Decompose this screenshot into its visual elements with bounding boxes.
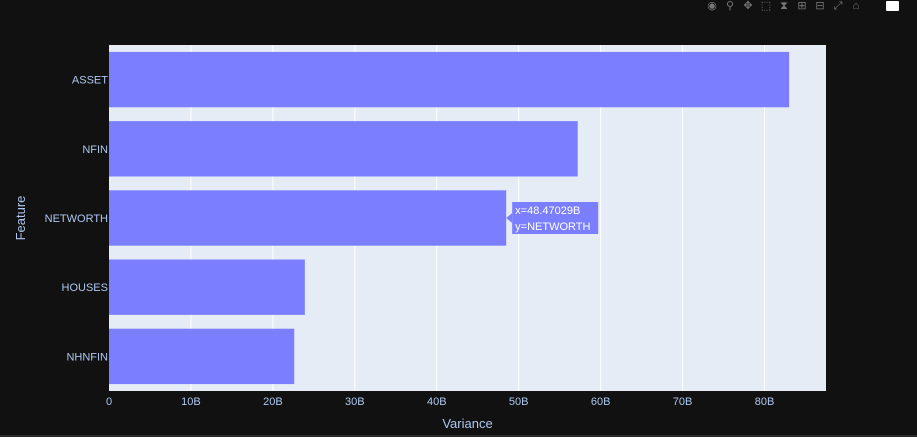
bar-houses[interactable] [109, 259, 305, 315]
y-tick-label: HOUSES [62, 282, 108, 294]
x-tick-label: 30B [345, 396, 365, 408]
modebar: ◉ ⚲ ✥ ⬚ ⧗ ⊞ ⊟ ⤢ ⌂ [706, 0, 899, 12]
x-tick-label: 0 [106, 396, 112, 408]
plotly-logo-icon[interactable] [886, 1, 899, 11]
x-tick-label: 80B [755, 396, 775, 408]
zoom-in-icon[interactable]: ⊞ [797, 0, 807, 12]
box-select-icon[interactable]: ⬚ [760, 0, 772, 12]
x-tick-label: 70B [673, 396, 693, 408]
tooltip-y-value: y=NETWORTH [515, 221, 590, 233]
y-tick-label: NFIN [82, 144, 108, 156]
x-tick-label: 10B [181, 396, 201, 408]
x-tick-label: 50B [509, 396, 529, 408]
y-tick-label: NHNFIN [66, 351, 108, 363]
hover-tooltip: x=48.47029B y=NETWORTH [506, 202, 599, 234]
y-axis-title: Feature [13, 196, 28, 241]
page-divider [0, 435, 917, 437]
lasso-select-icon[interactable]: ⧗ [780, 0, 788, 12]
autoscale-icon[interactable]: ⤢ [833, 0, 843, 12]
pan-icon[interactable]: ✥ [743, 0, 753, 12]
tooltip-x-value: x=48.47029B [515, 205, 580, 217]
tooltip-pointer [506, 213, 513, 223]
bar-asset[interactable] [109, 51, 790, 108]
tooltip-box [512, 202, 599, 234]
zoom-out-icon[interactable]: ⊟ [815, 0, 825, 12]
bar-nfin[interactable] [109, 121, 578, 177]
bar-networth[interactable] [109, 190, 507, 246]
zoom-icon[interactable]: ⚲ [725, 0, 735, 12]
x-axis-title: Variance [442, 416, 492, 431]
y-tick-label: NETWORTH [45, 213, 108, 225]
bar-nhnfin[interactable] [109, 328, 295, 385]
camera-icon[interactable]: ◉ [707, 0, 717, 12]
home-icon[interactable]: ⌂ [852, 0, 860, 12]
x-tick-label: 40B [427, 396, 447, 408]
y-tick-label: ASSET [72, 75, 108, 87]
x-tick-label: 60B [591, 396, 611, 408]
x-tick-label: 20B [263, 396, 283, 408]
